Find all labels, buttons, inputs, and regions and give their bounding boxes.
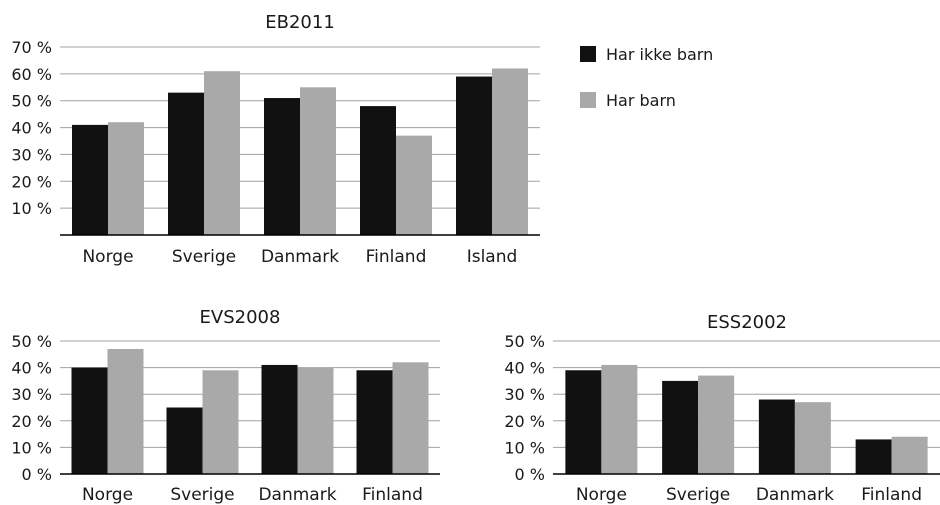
legend-swatch-har-barn [580, 92, 596, 108]
bar-eb2011-sverige-har-barn [204, 71, 240, 236]
y-tick-label-eb2011-2: 20 % [11, 172, 52, 191]
y-tick-label-ess2002-5: 50 % [504, 332, 545, 351]
y-tick-label-ess2002-3: 30 % [504, 385, 545, 404]
bar-ess2002-danmark-har-ikke-barn [758, 399, 795, 474]
bar-eb2011-danmark-har-barn [300, 87, 336, 236]
bar-evs2008-norge-har-ikke-barn [71, 367, 108, 474]
y-tick-label-eb2011-6: 60 % [11, 65, 52, 84]
x-tick-label-evs2008-finland: Finland [362, 485, 423, 505]
bar-evs2008-finland-har-ikke-barn [356, 370, 393, 474]
chart-title-evs2008: EVS2008 [200, 307, 281, 328]
bar-ess2002-sverige-har-ikke-barn [662, 380, 699, 474]
y-tick-label-evs2008-1: 10 % [11, 438, 52, 457]
bar-eb2011-finland-har-ikke-barn [360, 106, 396, 235]
bar-evs2008-finland-har-barn [392, 362, 429, 474]
y-tick-label-eb2011-7: 70 % [11, 38, 52, 57]
bar-eb2011-norge-har-ikke-barn [72, 124, 108, 235]
bar-ess2002-sverige-har-barn [698, 375, 735, 474]
x-tick-label-ess2002-danmark: Danmark [756, 485, 834, 505]
x-tick-label-evs2008-sverige: Sverige [170, 485, 234, 505]
bar-ess2002-danmark-har-barn [794, 402, 831, 474]
x-tick-label-ess2002-sverige: Sverige [666, 485, 730, 505]
y-tick-label-evs2008-2: 20 % [11, 412, 52, 431]
bar-ess2002-finland-har-barn [891, 436, 928, 474]
bar-evs2008-norge-har-barn [107, 348, 144, 474]
y-tick-label-evs2008-5: 50 % [11, 332, 52, 351]
bar-eb2011-sverige-har-ikke-barn [168, 92, 204, 236]
y-tick-label-eb2011-1: 10 % [11, 199, 52, 218]
bar-eb2011-norge-har-barn [108, 122, 144, 235]
x-tick-label-eb2011-sverige: Sverige [172, 247, 236, 267]
y-tick-label-evs2008-3: 30 % [11, 385, 52, 404]
bar-ess2002-finland-har-ikke-barn [855, 439, 892, 474]
x-tick-label-eb2011-danmark: Danmark [261, 247, 339, 267]
legend-item-har-ikke-barn: Har ikke barn [580, 44, 713, 64]
bar-evs2008-sverige-har-barn [202, 370, 239, 474]
legend-swatch-har-ikke-barn [580, 46, 596, 62]
legend-label-har-ikke-barn: Har ikke barn [606, 44, 714, 64]
y-tick-label-ess2002-2: 20 % [504, 412, 545, 431]
legend-label-har-barn: Har barn [606, 90, 676, 110]
bar-ess2002-norge-har-barn [601, 364, 638, 474]
bar-ess2002-norge-har-ikke-barn [565, 370, 602, 474]
x-tick-label-ess2002-norge: Norge [576, 485, 627, 505]
chart-title-eb2011: EB2011 [265, 12, 335, 33]
legend-item-har-barn: Har barn [580, 90, 713, 110]
y-tick-label-eb2011-5: 50 % [11, 92, 52, 111]
x-tick-label-eb2011-finland: Finland [366, 247, 427, 267]
y-tick-label-ess2002-1: 10 % [504, 438, 545, 457]
legend: Har ikke barn Har barn [580, 44, 713, 136]
bar-eb2011-island-har-barn [492, 68, 528, 235]
bar-evs2008-danmark-har-ikke-barn [261, 364, 298, 474]
bar-eb2011-danmark-har-ikke-barn [264, 98, 300, 236]
y-tick-label-evs2008-4: 40 % [11, 359, 52, 378]
bar-eb2011-island-har-ikke-barn [456, 76, 492, 236]
x-tick-label-ess2002-finland: Finland [861, 485, 922, 505]
y-tick-label-ess2002-4: 40 % [504, 359, 545, 378]
y-tick-label-eb2011-4: 40 % [11, 119, 52, 138]
y-tick-label-eb2011-3: 30 % [11, 145, 52, 164]
x-tick-label-eb2011-island: Island [467, 247, 518, 267]
x-tick-label-evs2008-danmark: Danmark [258, 485, 336, 505]
bar-evs2008-sverige-har-ikke-barn [166, 407, 203, 474]
x-tick-label-eb2011-norge: Norge [82, 247, 133, 267]
chart-title-ess2002: ESS2002 [707, 312, 787, 333]
y-tick-label-evs2008-0: 0 % [22, 465, 52, 484]
y-tick-label-ess2002-0: 0 % [515, 465, 545, 484]
bar-eb2011-finland-har-barn [396, 135, 432, 235]
bar-evs2008-danmark-har-barn [297, 367, 334, 474]
x-tick-label-evs2008-norge: Norge [82, 485, 133, 505]
